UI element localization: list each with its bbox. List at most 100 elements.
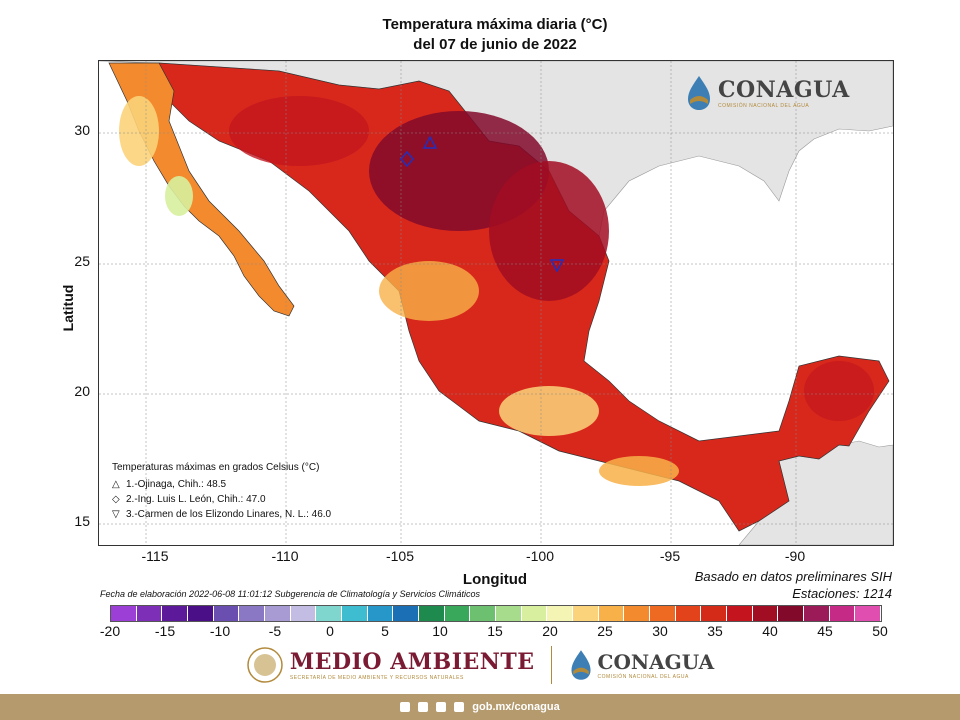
cool-zone-baja-south — [165, 176, 193, 216]
footer-logos: MEDIO AMBIENTE SECRETARÍA DE MEDIO AMBIE… — [0, 646, 960, 684]
hot-zone-yucatan — [804, 361, 874, 421]
conagua-logo-name: CONAGUA — [718, 77, 850, 103]
y-tick: 30 — [74, 122, 90, 138]
logo-divider — [550, 646, 552, 684]
hot-zone-coahuila — [489, 161, 609, 301]
colorbar-segment — [265, 606, 291, 621]
stations-count: Estaciones: 1214 — [792, 586, 892, 601]
temperature-colorbar — [110, 605, 882, 622]
legend-item-text: 2.-Ing. Luis L. León, Chih.: 47.0 — [126, 494, 266, 505]
mild-zone-central — [499, 386, 599, 436]
legend-item: △ 1.-Ojinaga, Chih.: 48.5 — [112, 477, 331, 492]
conagua-logo-subtitle: COMISIÓN NACIONAL DEL AGUA — [718, 103, 810, 109]
footer-bar: gob.mx/conagua — [0, 694, 960, 720]
colorbar-segment — [804, 606, 830, 621]
colorbar-tick-label: 10 — [432, 623, 448, 639]
colorbar-segment — [316, 606, 343, 621]
legend-item-text: 3.-Carmen de los Elizondo Linares, N. L.… — [126, 509, 332, 520]
colorbar-tick-label: 20 — [542, 623, 558, 639]
colorbar-segment — [650, 606, 676, 621]
colorbar-segment — [727, 606, 753, 621]
medio-ambiente-subtitle: SECRETARÍA DE MEDIO AMBIENTE Y RECURSOS … — [289, 675, 464, 681]
colorbar-segment — [701, 606, 728, 621]
triangle-down-icon: ▽ — [112, 509, 120, 520]
colorbar-segment — [162, 606, 189, 621]
colorbar-tick-label: 5 — [381, 623, 389, 639]
legend-title: Temperaturas máximas en grados Celsius (… — [112, 462, 320, 473]
colorbar-tick-label: -20 — [99, 623, 121, 639]
y-tick: 20 — [74, 383, 90, 399]
x-tick: -95 — [659, 548, 681, 564]
colorbar-tick-label: 45 — [817, 623, 833, 639]
station-marker-ojinaga — [422, 135, 438, 149]
colorbar-segment — [624, 606, 651, 621]
youtube-icon[interactable] — [454, 702, 465, 712]
triangle-up-icon: △ — [112, 479, 120, 490]
legend-item: ◇ 2.-Ing. Luis L. León, Chih.: 47.0 — [112, 492, 331, 507]
colorbar-tick-label: -5 — [268, 623, 282, 639]
colorbar-segment — [855, 606, 882, 621]
map-gridlines — [99, 61, 893, 545]
colorbar-segment — [419, 606, 445, 621]
conagua-footer-name: CONAGUA — [597, 650, 715, 674]
data-source-note: Basado en datos preliminares SIH — [694, 569, 892, 584]
x-tick: -105 — [385, 548, 415, 564]
colorbar-tick-label: -10 — [209, 623, 231, 639]
colorbar-segment — [136, 606, 163, 621]
mexico-seal-icon — [247, 647, 283, 683]
colorbar-segment — [470, 606, 497, 621]
website-link[interactable]: gob.mx/conagua — [472, 701, 560, 713]
colorbar-tick-label: 40 — [762, 623, 778, 639]
legend-item-text: 1.-Ojinaga, Chih.: 48.5 — [126, 479, 227, 490]
instagram-icon[interactable] — [436, 702, 447, 712]
colorbar-segment — [778, 606, 805, 621]
map-title: Temperatura máxima diaria (°C) — [382, 16, 608, 33]
warm-zone-central — [379, 261, 479, 321]
y-axis-label: Latitud — [60, 284, 76, 332]
medio-ambiente-logo: MEDIO AMBIENTE SECRETARÍA DE MEDIO AMBIE… — [246, 646, 535, 684]
colorbar-segment — [213, 606, 240, 621]
mild-zone-oaxaca — [599, 456, 679, 486]
colorbar-tick-label: 0 — [326, 623, 334, 639]
colorbar-tick-label: 25 — [597, 623, 613, 639]
conagua-emblem-icon — [570, 650, 591, 680]
colorbar-segment — [496, 606, 522, 621]
colorbar-segment — [521, 606, 548, 621]
colorbar-tick-label: -15 — [154, 623, 176, 639]
colorbar-segment — [342, 606, 368, 621]
colorbar-segment — [239, 606, 266, 621]
station-marker-luis-leon — [400, 150, 414, 168]
stations-legend: Temperaturas máximas en grados Celsius (… — [112, 460, 331, 522]
cool-zone-baja — [119, 96, 159, 166]
colorbar-tick-label: 35 — [707, 623, 723, 639]
x-tick: -110 — [271, 548, 299, 564]
colorbar-tick-label: 15 — [487, 623, 503, 639]
colorbar-segment — [598, 606, 625, 621]
colorbar-segment — [111, 606, 137, 621]
colorbar-segment — [675, 606, 702, 621]
station-marker-elizondo — [549, 259, 565, 273]
colorbar-segment — [393, 606, 420, 621]
x-tick: -90 — [784, 548, 806, 564]
x-axis-label: Longitud — [462, 571, 528, 588]
colorbar-segment — [367, 606, 394, 621]
elaboration-date: Fecha de elaboración 2022-06-08 11:01:12… — [100, 589, 481, 599]
colorbar-segment — [188, 606, 214, 621]
colorbar-segment — [290, 606, 317, 621]
twitter-icon[interactable] — [418, 702, 429, 712]
x-tick: -100 — [525, 548, 555, 564]
colorbar-segment — [752, 606, 779, 621]
colorbar-segment — [829, 606, 856, 621]
hot-zone-sonora — [229, 96, 369, 166]
map-subtitle-date: del 07 de junio de 2022 — [413, 36, 577, 53]
conagua-emblem-icon — [688, 76, 710, 110]
conagua-logo-footer: CONAGUA COMISIÓN NACIONAL DEL AGUA — [568, 648, 715, 682]
colorbar-segment — [573, 606, 599, 621]
diamond-icon: ◇ — [112, 494, 120, 505]
colorbar-tick-label: 50 — [872, 623, 888, 639]
facebook-icon[interactable] — [400, 702, 411, 712]
y-tick: 15 — [74, 513, 90, 529]
conagua-logo-map: CONAGUA COMISIÓN NACIONAL DEL AGUA — [684, 74, 850, 112]
colorbar-segment — [444, 606, 471, 621]
legend-item: ▽ 3.-Carmen de los Elizondo Linares, N. L… — [112, 507, 331, 522]
